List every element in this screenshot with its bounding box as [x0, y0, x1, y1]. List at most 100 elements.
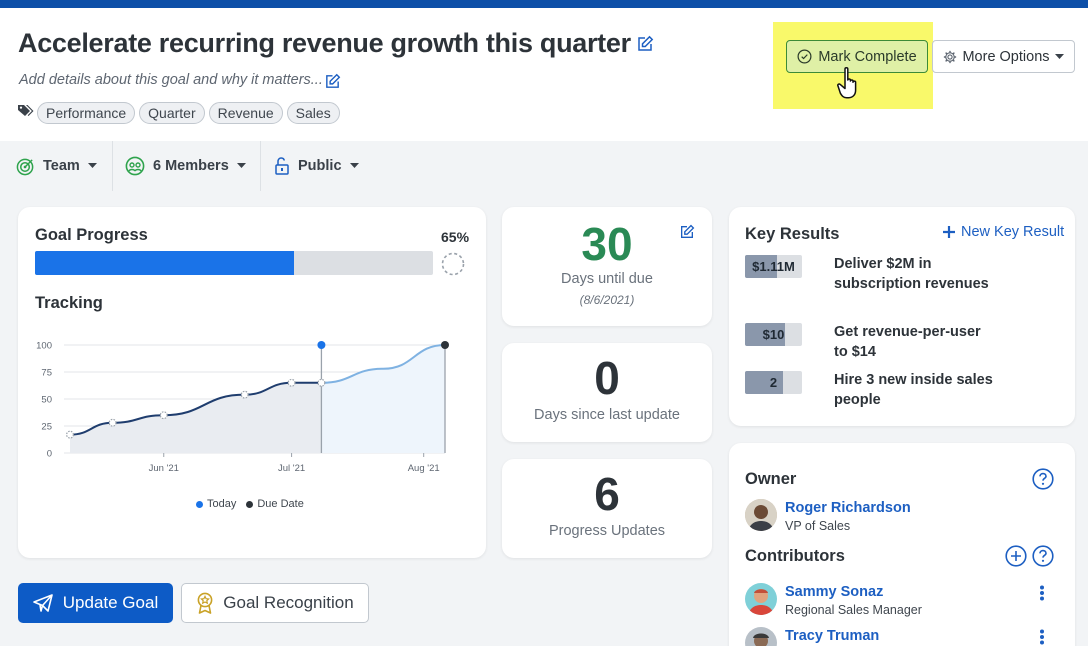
goal-recognition-button[interactable]: Goal Recognition — [181, 583, 369, 623]
help-icon[interactable] — [1032, 545, 1054, 567]
goal-header: Accelerate recurring revenue growth this… — [0, 8, 1088, 141]
contributor-menu-icon[interactable] — [1039, 629, 1045, 645]
contributor-menu-icon[interactable] — [1039, 585, 1045, 601]
due-date-marker — [441, 341, 449, 349]
caret-down-icon — [349, 163, 359, 168]
award-icon — [197, 592, 213, 614]
tags-icon — [18, 105, 34, 116]
progress-point — [240, 390, 249, 399]
y-tick-label: 100 — [36, 341, 52, 352]
visibility-label: Public — [298, 158, 342, 174]
key-result-progress-fill — [745, 255, 777, 278]
key-result-progress-badge: 2 — [745, 371, 802, 394]
key-result-text: Deliver $2M in subscription revenues — [834, 256, 989, 292]
add-contributor-icon[interactable] — [1005, 545, 1027, 567]
edit-title-icon[interactable] — [636, 35, 654, 53]
owner-role: VP of Sales — [785, 519, 851, 533]
team-dropdown[interactable]: Team — [16, 141, 97, 191]
edit-due-date-icon[interactable] — [679, 224, 695, 240]
days-since-update-value: 0 — [594, 352, 620, 404]
projection-line — [321, 344, 446, 384]
new-key-result-link[interactable]: New Key Result — [943, 224, 1064, 240]
days-since-update-label: Days since last update — [534, 407, 680, 423]
progress-point — [108, 418, 117, 427]
today-marker — [317, 341, 326, 349]
chart-marker-lines — [317, 341, 449, 453]
more-options-button[interactable]: More Options — [932, 40, 1075, 73]
unlock-icon — [275, 157, 289, 175]
due-date: (8/6/2021) — [579, 293, 635, 307]
progress-percent: 65% — [441, 229, 470, 245]
contributor-avatar — [745, 583, 777, 615]
key-result-text: Get revenue-per-user to $14 — [834, 324, 981, 360]
tag-chip[interactable]: Performance — [37, 102, 136, 124]
y-tick-label: 75 — [41, 368, 52, 379]
legend-today-label: Today — [207, 498, 237, 510]
owner-avatar — [745, 499, 777, 531]
progress-bar — [35, 251, 433, 275]
avatar-image — [745, 627, 777, 646]
legend-due-label: Due Date — [257, 498, 304, 510]
new-key-result-label: New Key Result — [961, 224, 1065, 240]
contributor-role: Regional Sales Manager — [785, 603, 922, 617]
chart-legend: Today Due Date — [196, 498, 304, 510]
contributor-name[interactable]: Tracy Truman — [785, 628, 880, 644]
divider — [112, 141, 113, 191]
goal-meta-bar: Team 6 Members Public — [0, 141, 1088, 191]
x-tick-label: Aug '21 — [408, 463, 440, 474]
contributor-name[interactable]: Sammy Sonaz — [785, 584, 884, 600]
progress-point — [65, 430, 74, 439]
chart-x-ticks: Jun '21 Jul '21 Aug '21 — [149, 453, 440, 474]
caret-down-icon — [236, 163, 246, 168]
y-tick-label: 50 — [41, 395, 52, 406]
owner-name[interactable]: Roger Richardson — [785, 500, 911, 516]
days-since-update-card: 0 Days since last update — [502, 343, 712, 442]
chart-points — [65, 378, 326, 439]
gear-icon — [944, 50, 957, 63]
owner-title: Owner — [745, 470, 797, 488]
key-result-value: $10 — [762, 327, 785, 342]
progress-updates-value: 6 — [594, 468, 620, 520]
progress-updates-card: 6 Progress Updates — [502, 459, 712, 558]
visibility-dropdown[interactable]: Public — [274, 141, 359, 191]
contributor-avatar — [745, 627, 777, 646]
update-goal-button[interactable]: Update Goal — [18, 583, 173, 623]
hand-cursor-icon — [837, 67, 857, 99]
members-icon — [125, 156, 145, 176]
tag-chip[interactable]: Quarter — [139, 102, 205, 124]
progress-bar-fill — [35, 251, 294, 275]
paper-plane-icon — [32, 594, 53, 612]
top-accent-bar — [0, 0, 1088, 8]
tracking-title: Tracking — [35, 294, 103, 312]
key-result-value: 2 — [769, 375, 778, 390]
check-circle-icon — [797, 49, 812, 64]
y-tick-label: 25 — [41, 422, 52, 433]
key-result-progress-fill — [745, 323, 786, 346]
members-dropdown[interactable]: 6 Members — [125, 141, 246, 191]
plus-icon — [943, 226, 955, 238]
progress-point — [317, 378, 326, 387]
key-result-progress-badge: $10 — [745, 323, 802, 346]
goal-description[interactable]: Add details about this goal and why it m… — [19, 72, 323, 88]
people-card: Owner Roger Richardson VP of Sales Contr… — [729, 443, 1075, 646]
avatar-image — [745, 499, 777, 531]
days-until-due-label: Days until due — [561, 271, 653, 287]
tag-chip[interactable]: Sales — [286, 102, 340, 124]
progress-area — [70, 382, 322, 453]
progress-point — [287, 378, 296, 387]
mark-complete-button[interactable]: Mark Complete — [786, 40, 928, 73]
progress-target-icon — [441, 252, 465, 276]
legend-due-swatch — [246, 500, 254, 508]
days-until-due-value: 30 — [581, 218, 633, 270]
caret-down-icon — [87, 163, 97, 168]
edit-description-icon[interactable] — [324, 73, 341, 90]
members-label: 6 Members — [153, 158, 229, 174]
goal-title: Accelerate recurring revenue growth this… — [18, 28, 631, 58]
days-until-due-card: 30 Days until due (8/6/2021) — [502, 207, 712, 326]
help-icon[interactable] — [1032, 468, 1054, 490]
key-result-progress-badge: $1.11M — [745, 255, 802, 278]
legend-today-swatch — [196, 500, 203, 508]
progress-updates-label: Progress Updates — [548, 523, 666, 539]
key-result-value: $1.11M — [752, 259, 795, 274]
tag-chip[interactable]: Revenue — [208, 102, 283, 124]
